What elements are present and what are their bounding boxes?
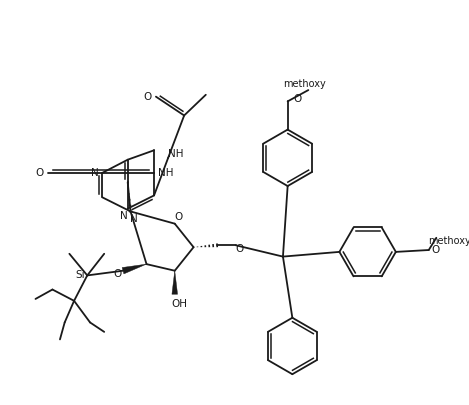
Text: N: N	[91, 168, 98, 178]
Text: OH: OH	[172, 298, 188, 309]
Text: O: O	[431, 245, 439, 255]
Text: methoxy: methoxy	[283, 79, 326, 90]
Text: NH: NH	[158, 168, 173, 178]
Text: O: O	[113, 269, 121, 279]
Text: N: N	[130, 214, 138, 224]
Text: Si: Si	[75, 271, 84, 280]
Text: N: N	[120, 211, 128, 221]
Text: NH: NH	[168, 149, 183, 159]
Polygon shape	[122, 264, 146, 274]
Text: methoxy: methoxy	[428, 236, 469, 245]
Text: O: O	[235, 244, 244, 254]
Text: O: O	[35, 168, 44, 178]
Text: O: O	[144, 92, 151, 102]
Text: O: O	[174, 212, 182, 222]
Polygon shape	[172, 271, 178, 294]
Text: O: O	[293, 94, 301, 104]
